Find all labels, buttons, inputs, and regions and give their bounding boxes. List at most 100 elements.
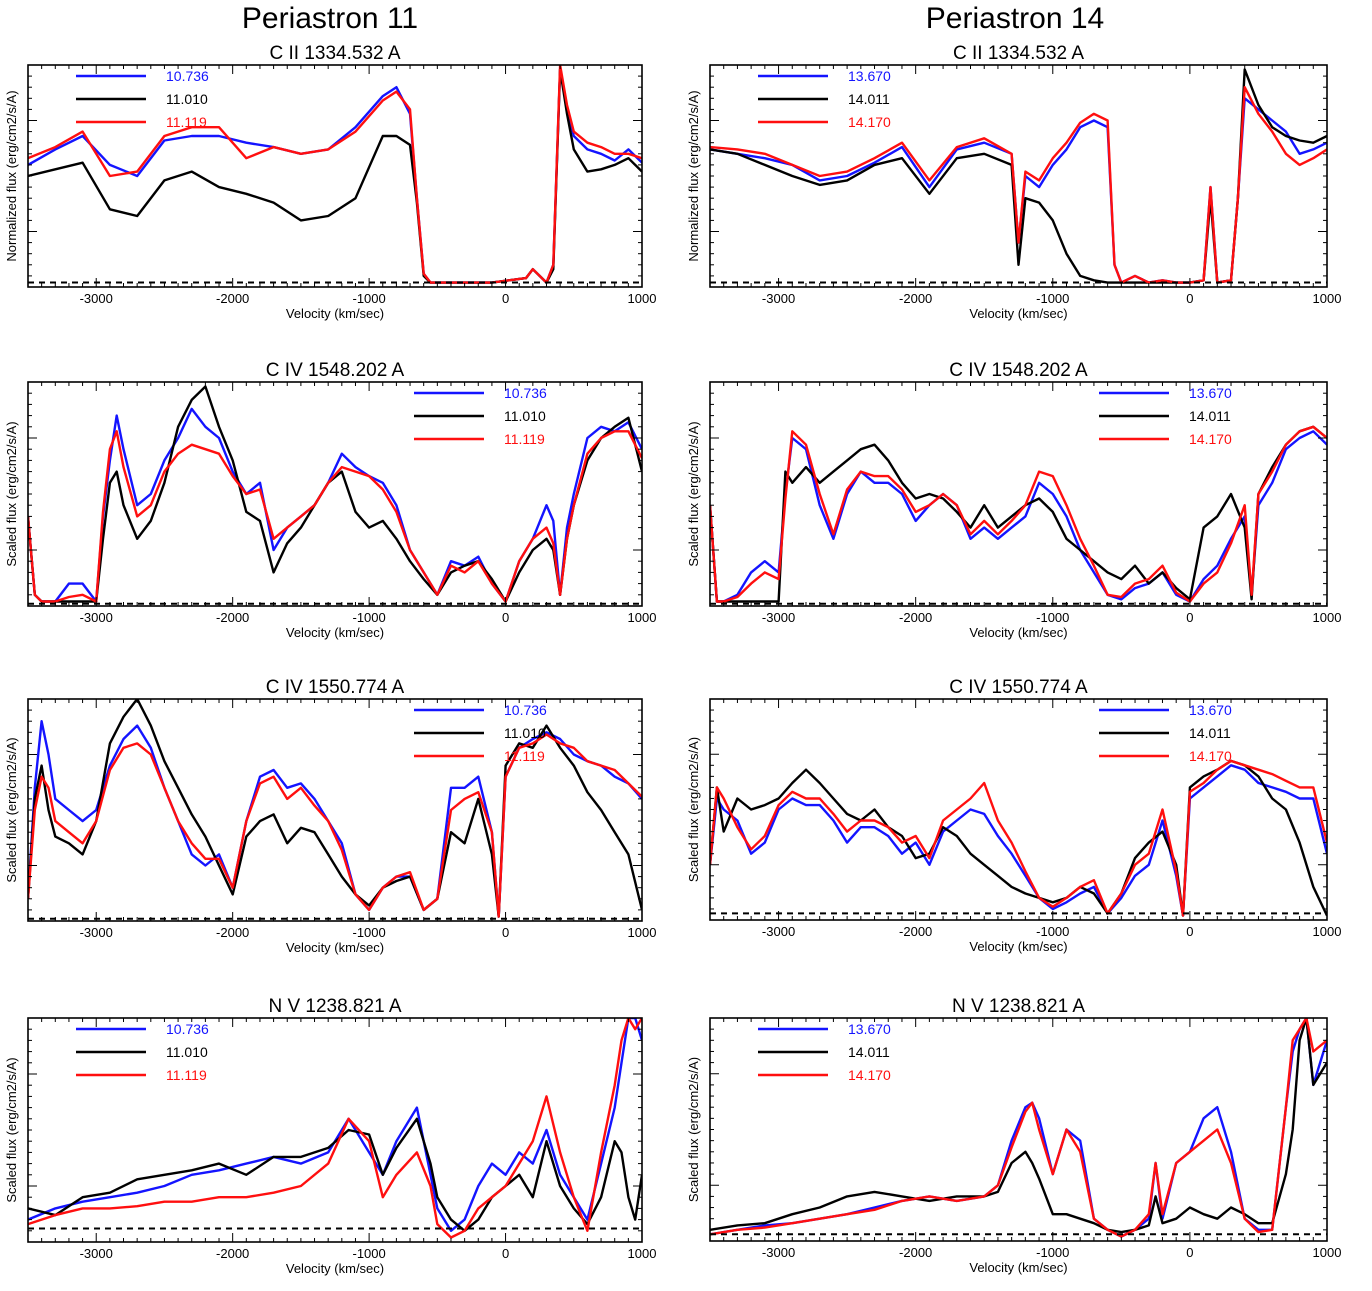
y-axis-label: Scaled flux (erg/cm2/s/A) (4, 737, 19, 882)
legend-label: 14.011 (848, 91, 890, 107)
panel-right-2: C IV 1548.202 A -3000 -2000 -1000 0 1000 Veloc… (686, 360, 1341, 640)
panel-right-3: C IV 1550.774 A -3000 -2000 -1000 0 1000 Veloc… (686, 677, 1341, 954)
legend-label: 11.010 (504, 725, 546, 741)
y-axis-label: Scaled flux (erg/cm2/s/A) (686, 737, 701, 882)
series-line-2 (710, 759, 1327, 917)
x-tick-label: -2000 (216, 925, 249, 940)
x-tick-label: 1000 (1313, 924, 1342, 939)
x-tick-label: 1000 (1313, 610, 1342, 625)
series-line-1 (28, 407, 642, 603)
x-tick-label: 0 (502, 925, 509, 940)
x-axis-label: Velocity (km/sec) (969, 1260, 1067, 1275)
x-tick-label: -2000 (216, 1246, 249, 1261)
panel-right-4: N V 1238.821 A -3000 -2000 -1000 0 1000 Veloci… (686, 996, 1341, 1275)
series-line-3 (710, 85, 1327, 284)
x-tick-label: -3000 (80, 610, 113, 625)
x-tick-label: -2000 (899, 291, 932, 306)
x-tick-label: 0 (1186, 291, 1193, 306)
panel-right-1: C II 1334.532 A -3000 -2000 -1000 0 1000 Veloc… (686, 43, 1341, 321)
x-axis-label: Velocity (km/sec) (286, 1261, 384, 1276)
legend-label: 10.736 (504, 702, 547, 718)
x-tick-label: -1000 (1036, 924, 1069, 939)
x-tick-label: 1000 (1313, 291, 1342, 306)
series-line-1 (28, 68, 642, 284)
y-axis-label: Scaled flux (erg/cm2/s/A) (4, 421, 19, 566)
series-line-1 (710, 764, 1327, 917)
x-tick-label: 1000 (628, 291, 657, 306)
legend-label: 14.170 (848, 1067, 891, 1083)
series-line-1 (710, 430, 1327, 603)
x-tick-label: 0 (502, 610, 509, 625)
x-axis-label: Velocity (km/sec) (969, 625, 1067, 640)
x-tick-label: 0 (1186, 1245, 1193, 1260)
legend-label: 10.736 (166, 1021, 209, 1037)
x-tick-label: -1000 (352, 291, 385, 306)
x-axis-label: Velocity (km/sec) (286, 940, 384, 955)
legend-label: 11.010 (166, 91, 208, 107)
y-axis-label: Scaled flux (erg/cm2/s/A) (4, 1057, 19, 1202)
x-tick-label: -3000 (80, 1246, 113, 1261)
panel-left-2: C IV 1548.202 A -3000 -2000 -1000 0 1000 Veloc… (4, 360, 656, 640)
series-line-3 (710, 425, 1327, 603)
x-tick-label: 1000 (1313, 1245, 1342, 1260)
series-line-1 (28, 720, 642, 918)
series-line-2 (28, 385, 642, 603)
panel-title: C II 1334.532 A (953, 43, 1084, 64)
x-tick-label: -2000 (899, 924, 932, 939)
legend-label: 14.011 (1189, 408, 1231, 424)
panels-group: C II 1334.532 A -3000 -2000 -1000 0 1000 Veloc… (4, 43, 1341, 1276)
x-tick-label: -1000 (352, 1246, 385, 1261)
panel-left-4: N V 1238.821 A -3000 -2000 -1000 0 1000 Veloci… (4, 996, 656, 1276)
x-tick-label: -2000 (899, 1245, 932, 1260)
x-tick-label: 1000 (628, 925, 657, 940)
plot-frame (709, 698, 1328, 921)
x-tick-label: -1000 (352, 925, 385, 940)
x-tick-label: -2000 (216, 610, 249, 625)
panel-title: C IV 1548.202 A (949, 360, 1088, 381)
panel-left-3: C IV 1550.774 A -3000 -2000 -1000 0 1000 Veloc… (4, 677, 656, 955)
panel-title: C IV 1550.774 A (266, 677, 405, 698)
legend-label: 13.670 (848, 1021, 891, 1037)
series-line-2 (710, 425, 1327, 603)
series-line-1 (28, 1018, 642, 1233)
x-axis-label: Velocity (km/sec) (969, 939, 1067, 954)
column-title-left: Periastron 11 (242, 2, 418, 35)
legend-label: 14.170 (1189, 431, 1232, 447)
x-tick-label: -3000 (762, 924, 795, 939)
legend-label: 11.010 (166, 1044, 208, 1060)
panel-title: C II 1334.532 A (270, 43, 401, 64)
x-tick-label: -2000 (216, 291, 249, 306)
series-line-3 (28, 733, 642, 918)
series-line-2 (28, 1117, 642, 1233)
y-axis-label: Normalized flux (erg/cm2/s/A) (4, 90, 19, 261)
x-tick-label: -3000 (762, 291, 795, 306)
legend-label: 11.010 (504, 408, 546, 424)
series-line-2 (28, 699, 642, 918)
y-axis-label: Normalized flux (erg/cm2/s/A) (686, 90, 701, 261)
legend-label: 11.119 (166, 114, 207, 130)
legend-label: 13.670 (1189, 385, 1232, 401)
x-tick-label: -1000 (1036, 1245, 1069, 1260)
x-tick-label: -1000 (1036, 610, 1069, 625)
x-tick-label: 0 (1186, 924, 1193, 939)
y-axis-label: Scaled flux (erg/cm2/s/A) (686, 1057, 701, 1202)
series-line-3 (28, 1018, 642, 1239)
series-line-2 (710, 1018, 1327, 1234)
panel-left-1: C II 1334.532 A -3000 -2000 -1000 0 1000 Veloc… (4, 43, 656, 321)
x-tick-label: 0 (1186, 610, 1193, 625)
plot-frame (709, 381, 1328, 607)
panel-title: C IV 1550.774 A (949, 677, 1088, 698)
x-tick-label: -3000 (762, 610, 795, 625)
x-axis-label: Velocity (km/sec) (286, 625, 384, 640)
series-line-3 (710, 1018, 1327, 1238)
x-tick-label: 1000 (628, 1246, 657, 1261)
x-tick-label: -3000 (762, 1245, 795, 1260)
legend-label: 14.170 (848, 114, 891, 130)
legend-label: 11.119 (166, 1067, 207, 1083)
x-tick-label: 0 (502, 291, 509, 306)
panel-title: N V 1238.821 A (952, 996, 1085, 1017)
y-axis-label: Scaled flux (erg/cm2/s/A) (686, 421, 701, 566)
x-tick-label: -1000 (1036, 291, 1069, 306)
x-tick-label: -3000 (80, 291, 113, 306)
legend-label: 14.011 (848, 1044, 890, 1060)
